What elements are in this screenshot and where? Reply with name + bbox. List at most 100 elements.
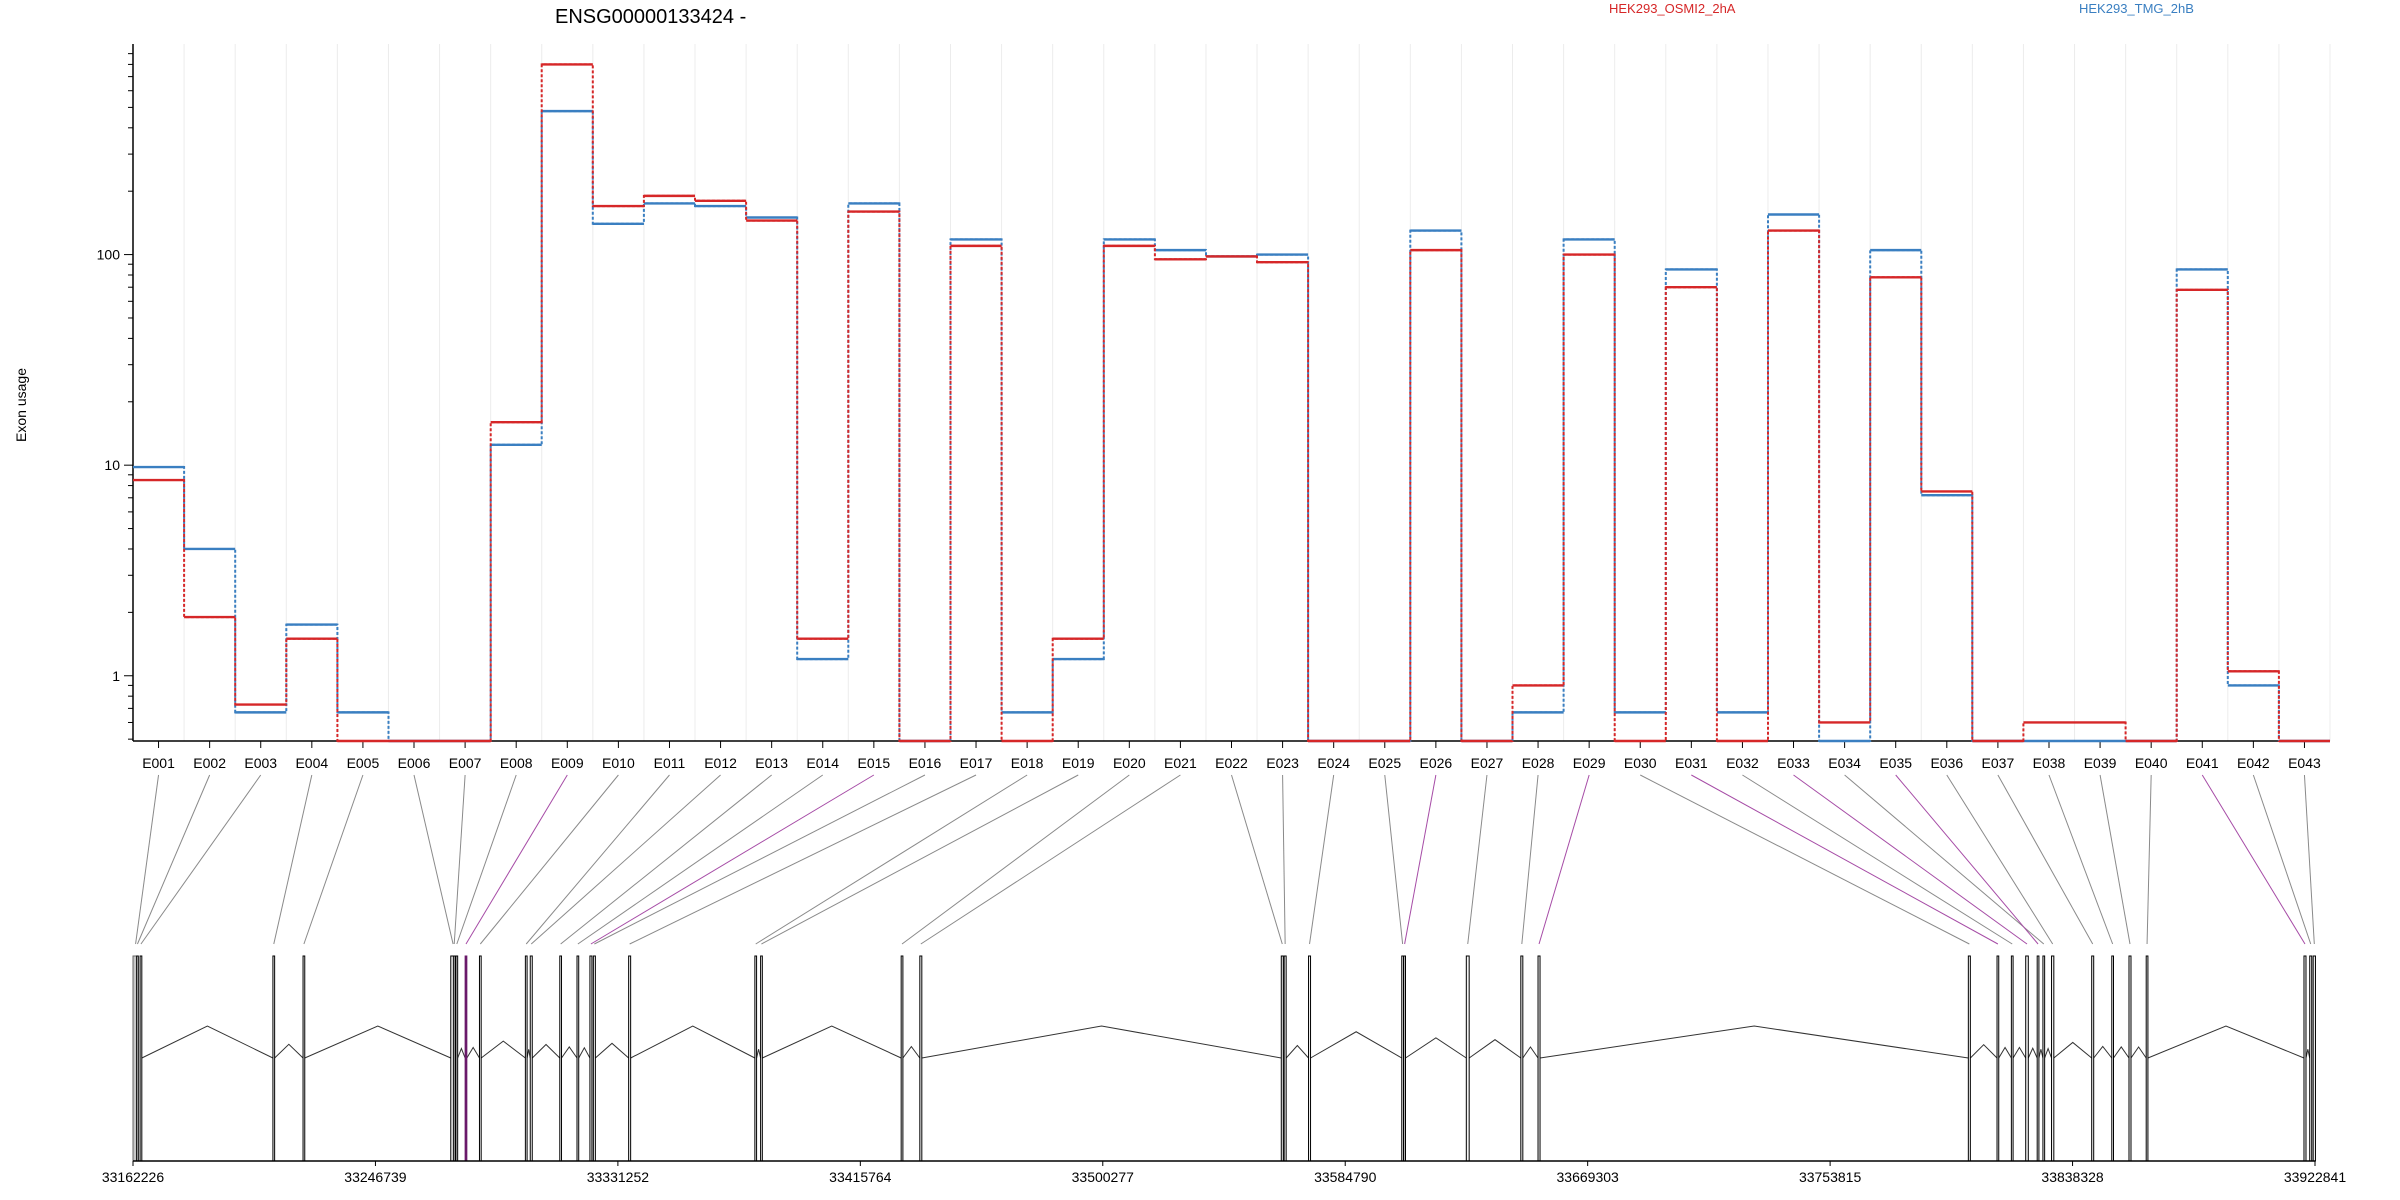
vertical-gridlines <box>132 44 2331 741</box>
intron-chevron <box>480 1040 526 1059</box>
connector-e028 <box>1521 774 1539 945</box>
gene-model-track <box>132 955 2316 1162</box>
connector-e006 <box>413 774 454 945</box>
intron-chevron <box>2130 1046 2147 1059</box>
connector-e023 <box>1282 774 1286 945</box>
exon-bar-e011 <box>524 955 528 1162</box>
connector-e003 <box>140 774 262 945</box>
genomic-tick-label: 33246739 <box>344 1169 407 1185</box>
x-tick-label-e026: E026 <box>1420 755 1453 771</box>
x-tick-label-e007: E007 <box>449 755 482 771</box>
connector-e037 <box>1997 774 2094 945</box>
exon-bar-e010 <box>478 955 482 1162</box>
connector-e026 <box>1404 774 1437 945</box>
connector-e038 <box>2048 774 2114 945</box>
intron-chevron <box>762 1025 902 1059</box>
intron-chevron <box>526 1049 531 1059</box>
x-axis: E001 E002 E003 E004 E005 E006 E007 E008 E009 E010… <box>133 740 2330 771</box>
connector-e039 <box>2099 774 2131 945</box>
series-connector-2 <box>133 110 2330 742</box>
exon-bar-e017 <box>628 955 632 1162</box>
intron-chevron <box>1969 1043 1998 1059</box>
connector-e030 <box>1640 774 1970 945</box>
connector-e009 <box>465 774 568 945</box>
x-tick-label-e029: E029 <box>1573 755 1606 771</box>
genomic-tick-label: 33415764 <box>829 1169 892 1185</box>
connector-e004 <box>273 774 313 945</box>
exon-bar-e039 <box>2128 955 2132 1162</box>
connector-e041 <box>2201 774 2306 945</box>
intron-chevron <box>2093 1045 2113 1059</box>
intron-chevron <box>578 1046 591 1059</box>
exon-bar-e015 <box>589 955 593 1162</box>
exon-bar-e008 <box>455 955 459 1162</box>
x-tick-label-e038: E038 <box>2033 755 2066 771</box>
legend-series-2: HEK293_TMG_2hB <box>2079 1 2194 16</box>
connector-e019 <box>761 774 1079 945</box>
exon-bar-e014 <box>576 955 580 1162</box>
x-tick-label-e041: E041 <box>2186 755 2219 771</box>
x-tick-label-e002: E002 <box>193 755 226 771</box>
x-tick-label-e022: E022 <box>1215 755 1248 771</box>
x-tick-label-e024: E024 <box>1317 755 1350 771</box>
intron-chevron <box>595 1042 629 1059</box>
x-tick-label-e028: E028 <box>1522 755 1555 771</box>
connector-e013 <box>560 774 772 945</box>
exon-bar-e002 <box>136 955 139 1162</box>
y-axis-label: Exon usage <box>13 368 29 442</box>
connector-e011 <box>525 774 670 945</box>
connector-e020 <box>901 774 1130 945</box>
connector-e033 <box>1793 774 2028 945</box>
genomic-axis: 33162226 33246739 33331252 33415764 33500277… <box>102 1160 2346 1185</box>
genomic-tick-label: 33331252 <box>587 1169 650 1185</box>
exon-bar-e035 <box>2036 955 2040 1162</box>
x-tick-label-e013: E013 <box>755 755 788 771</box>
intron-chevron <box>2012 1046 2027 1059</box>
exon-bar-e024 <box>1308 955 1312 1162</box>
intron-chevron <box>1285 1044 1309 1059</box>
connector-e032 <box>1742 774 2013 945</box>
connector-e027 <box>1467 774 1488 945</box>
intron-chevron <box>2053 1041 2093 1059</box>
x-tick-label-e037: E037 <box>1982 755 2015 771</box>
connector-e010 <box>479 774 619 945</box>
connector-e035 <box>1895 774 2039 945</box>
x-tick-label-e015: E015 <box>857 755 890 771</box>
connector-e036 <box>1946 774 2054 945</box>
x-tick-label-e011: E011 <box>654 755 686 771</box>
exon-bar-e033 <box>2025 955 2029 1162</box>
legend-series-1: HEK293_OSMI2_2hA <box>1609 1 1736 16</box>
intron-chevron <box>630 1025 756 1059</box>
series-lines <box>133 63 2330 743</box>
genomic-tick-label: 33838328 <box>2041 1169 2104 1185</box>
intron-chevron <box>466 1046 480 1059</box>
exon-bar-e026 <box>1403 955 1406 1162</box>
connector-e024 <box>1309 774 1335 945</box>
intron-chevron <box>304 1025 451 1059</box>
y-axis: 1 10 100 <box>97 44 134 741</box>
intron-chevron <box>561 1046 578 1059</box>
x-tick-label-e014: E014 <box>806 755 839 771</box>
exon-bar-e038 <box>2111 955 2114 1162</box>
genomic-tick-label: 33162226 <box>102 1169 165 1185</box>
exon-bar-e037 <box>2091 955 2095 1162</box>
connector-e042 <box>2252 774 2312 945</box>
intron-chevron <box>2113 1046 2130 1059</box>
exon-bar-e022 <box>1280 955 1284 1162</box>
exon-connectors <box>135 774 2315 945</box>
exon-bar-e036 <box>2051 955 2055 1162</box>
connector-e025 <box>1384 774 1404 945</box>
exon-bar-e019 <box>760 955 763 1162</box>
x-tick-label-e009: E009 <box>551 755 584 771</box>
exon-bar-e013 <box>559 955 563 1162</box>
connector-e043 <box>2303 774 2315 945</box>
x-tick-label-e008: E008 <box>500 755 533 771</box>
x-tick-label-e033: E033 <box>1777 755 1810 771</box>
x-tick-label-e001: E001 <box>142 755 175 771</box>
x-tick-label-e010: E010 <box>602 755 635 771</box>
connector-e008 <box>456 774 517 945</box>
exon-bar-e018 <box>754 955 758 1162</box>
exon-bar-e042 <box>2309 955 2313 1162</box>
exon-bar-e007 <box>452 955 456 1162</box>
intron-chevron <box>141 1025 274 1059</box>
